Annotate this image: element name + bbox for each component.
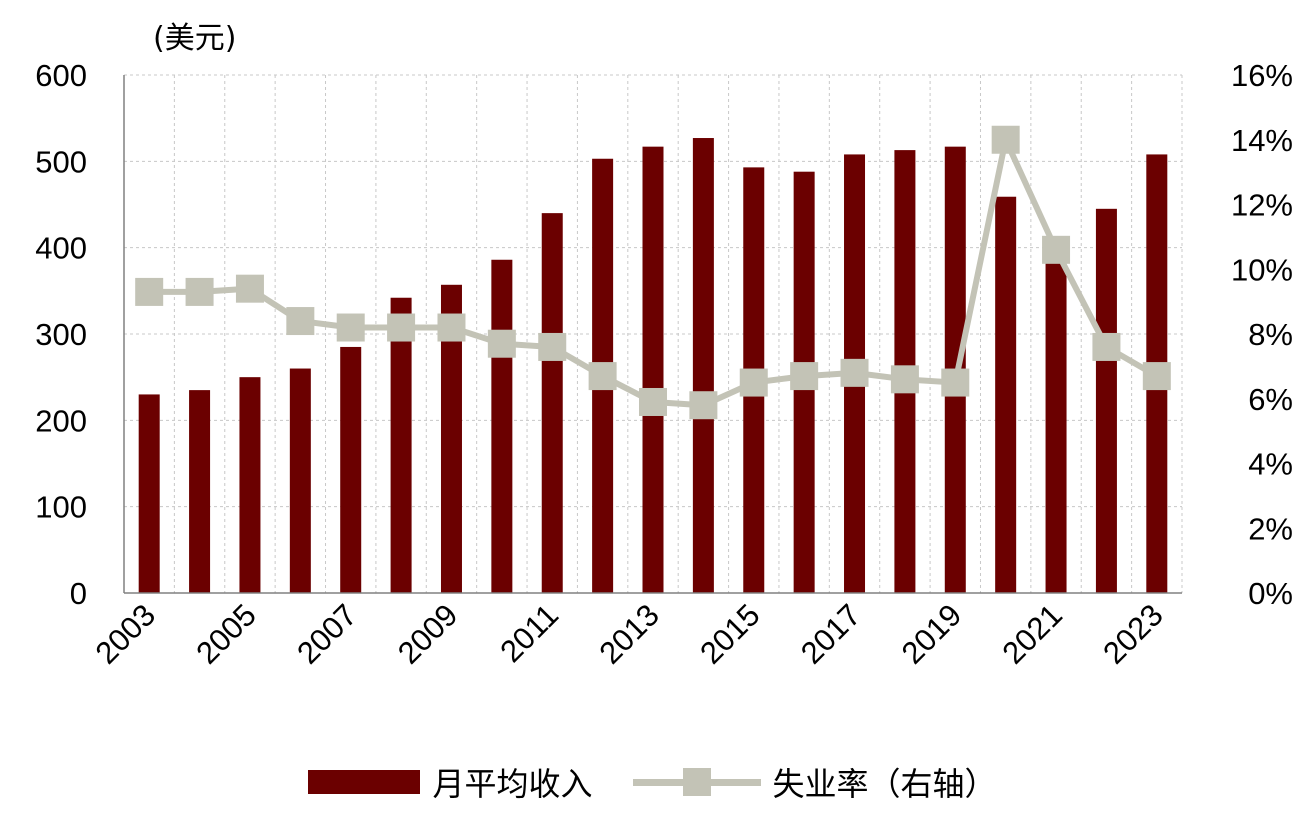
left-tick-label: 400 bbox=[35, 231, 87, 266]
x-tick-label: 2003 bbox=[89, 597, 163, 671]
marker-2004 bbox=[185, 277, 214, 306]
marker-2013 bbox=[639, 387, 667, 416]
legend-item-income: 月平均收入 bbox=[308, 759, 593, 805]
bar-2011 bbox=[541, 213, 563, 593]
marker-2021 bbox=[1042, 235, 1071, 264]
left-tick-label: 500 bbox=[35, 144, 87, 179]
right-tick-label: 10% bbox=[1231, 252, 1293, 287]
marker-2014 bbox=[689, 391, 718, 420]
x-tick-label: 2011 bbox=[493, 597, 565, 669]
marker-2017 bbox=[840, 358, 869, 387]
bar-2022 bbox=[1095, 208, 1117, 594]
x-tick-label: 2005 bbox=[189, 597, 263, 671]
left-tick-label: 0 bbox=[70, 576, 87, 611]
marker-2006 bbox=[286, 307, 315, 336]
marker-2008 bbox=[387, 313, 416, 342]
x-tick-label: 2017 bbox=[794, 597, 868, 671]
line-series bbox=[135, 125, 1171, 420]
right-tick-label: 16% bbox=[1231, 58, 1293, 93]
marker-2019 bbox=[941, 368, 970, 397]
right-tick-label: 12% bbox=[1231, 188, 1293, 223]
bar-2013 bbox=[642, 146, 664, 593]
marker-2020 bbox=[991, 125, 1020, 154]
left-tick-label: 600 bbox=[35, 58, 87, 93]
x-tick-label: 2019 bbox=[895, 597, 969, 671]
right-tick-label: 2% bbox=[1248, 511, 1293, 546]
legend-label-income: 月平均收入 bbox=[432, 765, 593, 803]
marker-2015 bbox=[739, 368, 768, 397]
bar-2003 bbox=[138, 394, 160, 593]
bar-series bbox=[138, 138, 1168, 594]
right-tick-label: 8% bbox=[1248, 317, 1293, 352]
bar-2005 bbox=[239, 377, 261, 593]
marker-2009 bbox=[437, 313, 466, 342]
bar-2009 bbox=[440, 284, 462, 593]
x-tick-label: 2009 bbox=[391, 597, 465, 671]
bar-2014 bbox=[692, 138, 714, 594]
x-tick-label: 2007 bbox=[290, 597, 364, 671]
bar-2008 bbox=[390, 297, 412, 593]
axes bbox=[123, 75, 1182, 594]
legend-item-unemployment: 失业率（右轴） bbox=[632, 759, 997, 805]
left-tick-label: 300 bbox=[35, 317, 87, 352]
right-tick-label: 14% bbox=[1231, 123, 1293, 158]
bar-2021 bbox=[1045, 249, 1067, 594]
right-tick-label: 4% bbox=[1248, 447, 1293, 482]
bar-2004 bbox=[189, 390, 211, 593]
x-tick-label: 2021 bbox=[995, 597, 1069, 671]
chart-canvas: 0 100 200 300 400 500 600 0% 2% 4% 6% 8% 10% 12% 14% 16… bbox=[35, 21, 1293, 671]
marker-2010 bbox=[487, 329, 516, 358]
marker-2023 bbox=[1142, 362, 1171, 391]
marker-2022 bbox=[1092, 332, 1121, 361]
bar-2006 bbox=[289, 368, 311, 593]
left-axis-unit-label: (美元) bbox=[153, 21, 236, 56]
marker-2012 bbox=[588, 362, 617, 391]
bar-2007 bbox=[340, 346, 362, 593]
left-tick-label: 200 bbox=[35, 403, 87, 438]
marker-2018 bbox=[890, 365, 919, 394]
right-tick-label: 6% bbox=[1248, 382, 1293, 417]
left-tick-label: 100 bbox=[35, 490, 87, 525]
x-tick-label: 2015 bbox=[693, 597, 767, 671]
bar-2020 bbox=[995, 196, 1017, 594]
marker-2003 bbox=[135, 277, 164, 306]
marker-2011 bbox=[538, 332, 567, 361]
x-tick-label: 2023 bbox=[1096, 597, 1170, 671]
x-tick-label: 2013 bbox=[592, 597, 666, 671]
marker-2005 bbox=[235, 274, 264, 303]
right-tick-label: 0% bbox=[1248, 576, 1293, 611]
legend-label-unemployment: 失业率（右轴） bbox=[772, 765, 997, 803]
marker-2007 bbox=[336, 313, 365, 342]
legend-line-swatch bbox=[632, 767, 761, 797]
legend: 月平均收入 失业率（右轴） bbox=[0, 752, 1305, 812]
legend-bar-swatch bbox=[308, 770, 421, 794]
marker-2016 bbox=[790, 362, 819, 391]
bar-2010 bbox=[491, 259, 513, 593]
gridlines bbox=[124, 74, 1183, 593]
